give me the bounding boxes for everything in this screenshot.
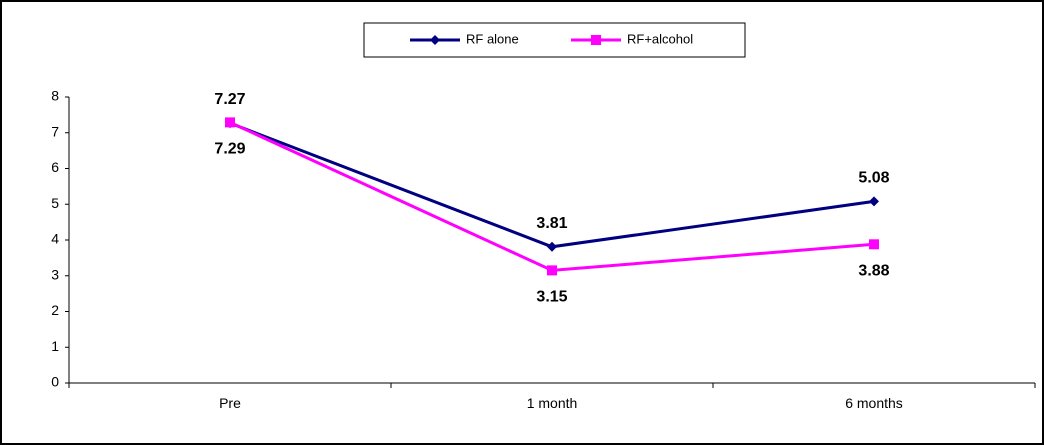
data-label-rf-alone-1-month: 3.81 xyxy=(536,215,567,232)
y-tick-label-7: 7 xyxy=(51,123,59,139)
legend-label-rf-alcohol: RF+alcohol xyxy=(627,31,693,46)
point-rf-alone-1-month xyxy=(547,241,557,252)
y-tick-label-1: 1 xyxy=(51,338,59,354)
data-label-rf-alcohol-6-months: 3.88 xyxy=(858,262,889,279)
x-ticks: Pre 1 month 6 months xyxy=(68,383,1036,411)
x-tick-label-pre: Pre xyxy=(219,395,241,411)
y-tick-label-6: 6 xyxy=(51,159,59,175)
data-label-rf-alone-6-months: 5.08 xyxy=(858,169,889,186)
legend-label-rf-alone: RF alone xyxy=(466,31,519,46)
x-axis: Pre 1 month 6 months xyxy=(68,382,1036,411)
y-tick-label-0: 0 xyxy=(51,374,59,390)
plot-area: 7.27 3.81 5.08 7.29 3.15 3.88 xyxy=(214,91,889,305)
x-tick-label-6-months: 6 months xyxy=(845,395,903,411)
data-label-rf-alcohol-1-month: 3.15 xyxy=(536,288,567,305)
x-tick-label-1-month: 1 month xyxy=(527,395,578,411)
data-label-rf-alone-pre: 7.27 xyxy=(214,91,245,108)
y-tick-label-2: 2 xyxy=(51,302,59,318)
legend-marker-rf-alone xyxy=(430,35,440,45)
point-rf-alcohol-pre xyxy=(225,117,235,128)
legend-item-rf-alone: RF alone xyxy=(410,31,519,46)
y-ticks: 0 1 2 3 4 5 6 7 8 xyxy=(51,88,69,390)
data-label-rf-alcohol-pre: 7.29 xyxy=(214,140,245,157)
y-tick-label-4: 4 xyxy=(51,231,59,247)
y-axis: 0 1 2 3 4 5 6 7 8 xyxy=(51,88,70,390)
legend-marker-rf-alcohol xyxy=(591,35,601,45)
y-tick-label-3: 3 xyxy=(51,266,59,282)
y-tick-label-5: 5 xyxy=(51,195,59,211)
series-rf-alcohol: 7.29 3.15 3.88 xyxy=(214,117,890,305)
y-tick-label-8: 8 xyxy=(51,88,59,104)
series-rf-alone: 7.27 3.81 5.08 xyxy=(214,91,890,252)
legend-item-rf-alcohol: RF+alcohol xyxy=(571,31,693,46)
legend: RF alone RF+alcohol xyxy=(363,22,746,58)
point-rf-alcohol-6-months xyxy=(869,239,879,250)
point-rf-alcohol-1-month xyxy=(547,265,557,276)
point-rf-alone-6-months xyxy=(869,196,879,207)
